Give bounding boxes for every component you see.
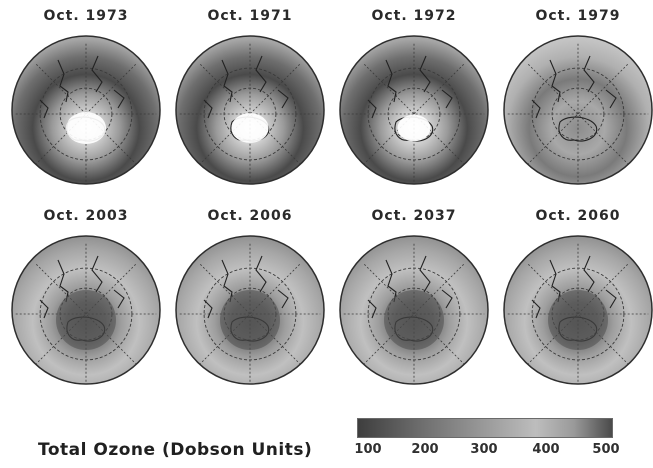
panel-date-label: Oct. 1979 xyxy=(535,8,621,24)
continent-outline xyxy=(367,55,453,142)
globe-disk xyxy=(11,35,161,185)
map-panel: Oct. 2003 xyxy=(6,208,166,398)
meridian-line xyxy=(36,264,136,364)
meridian-line xyxy=(200,64,300,164)
colorbar-tick-label: 200 xyxy=(411,442,439,457)
colorbar-tick-label: 400 xyxy=(532,442,560,457)
meridian-line xyxy=(200,264,300,364)
legend-title: Total Ozone (Dobson Units) xyxy=(38,440,313,460)
map-panel: Oct. 1979 xyxy=(498,8,653,198)
ozone-max-patch xyxy=(397,114,431,142)
ozone-hole xyxy=(220,290,280,350)
panel-date-label: Oct. 1971 xyxy=(207,8,293,24)
ozone-hole xyxy=(384,290,444,350)
panel-date-label: Oct. 2003 xyxy=(43,208,129,224)
colorbar-tick-label: 500 xyxy=(592,442,620,457)
meridian-line xyxy=(36,64,136,164)
map-panel: Oct. 1973 xyxy=(6,8,166,198)
meridian-line xyxy=(36,264,136,364)
meridian-line xyxy=(364,264,464,364)
panel-date-label: Oct. 2037 xyxy=(371,208,457,224)
meridian-line xyxy=(36,64,136,164)
map-panel: Oct. 1971 xyxy=(170,8,330,198)
continent-outline xyxy=(531,55,617,142)
panel-date-label: Oct. 2060 xyxy=(535,208,621,224)
globe-disk xyxy=(503,35,653,185)
meridian-line xyxy=(528,64,628,164)
meridian-line xyxy=(200,64,300,164)
ozone-globe xyxy=(11,235,161,385)
panel-date-label: Oct. 1972 xyxy=(371,8,457,24)
ozone-globe xyxy=(175,235,325,385)
colorbar-tick-label: 100 xyxy=(354,442,382,457)
map-panel: Oct. 1972 xyxy=(334,8,494,198)
globe-disk xyxy=(175,35,325,185)
meridian-line xyxy=(528,64,628,164)
meridian-line xyxy=(200,264,300,364)
map-panel: Oct. 2037 xyxy=(334,208,494,398)
meridian-line xyxy=(364,264,464,364)
meridian-line xyxy=(364,64,464,164)
ozone-hole xyxy=(56,290,116,350)
ozone-globe xyxy=(503,35,653,185)
ozone-globe xyxy=(11,35,161,185)
meridian-line xyxy=(364,64,464,164)
meridian-line xyxy=(528,264,628,364)
ozone-globe xyxy=(339,35,489,185)
panel-date-label: Oct. 2006 xyxy=(207,208,293,224)
panel-date-label: Oct. 1973 xyxy=(43,8,129,24)
ozone-globe xyxy=(503,235,653,385)
globe-disk xyxy=(339,35,489,185)
ozone-max-patch xyxy=(66,112,106,144)
map-panel: Oct. 2060 xyxy=(498,208,653,398)
ozone-globe xyxy=(339,235,489,385)
ozone-hole xyxy=(548,290,608,350)
meridian-line xyxy=(528,264,628,364)
map-panel: Oct. 2006 xyxy=(170,208,330,398)
colorbar-tick-label: 300 xyxy=(470,442,498,457)
colorbar xyxy=(357,418,613,438)
ozone-globe xyxy=(175,35,325,185)
ozone-max-patch xyxy=(231,113,269,143)
